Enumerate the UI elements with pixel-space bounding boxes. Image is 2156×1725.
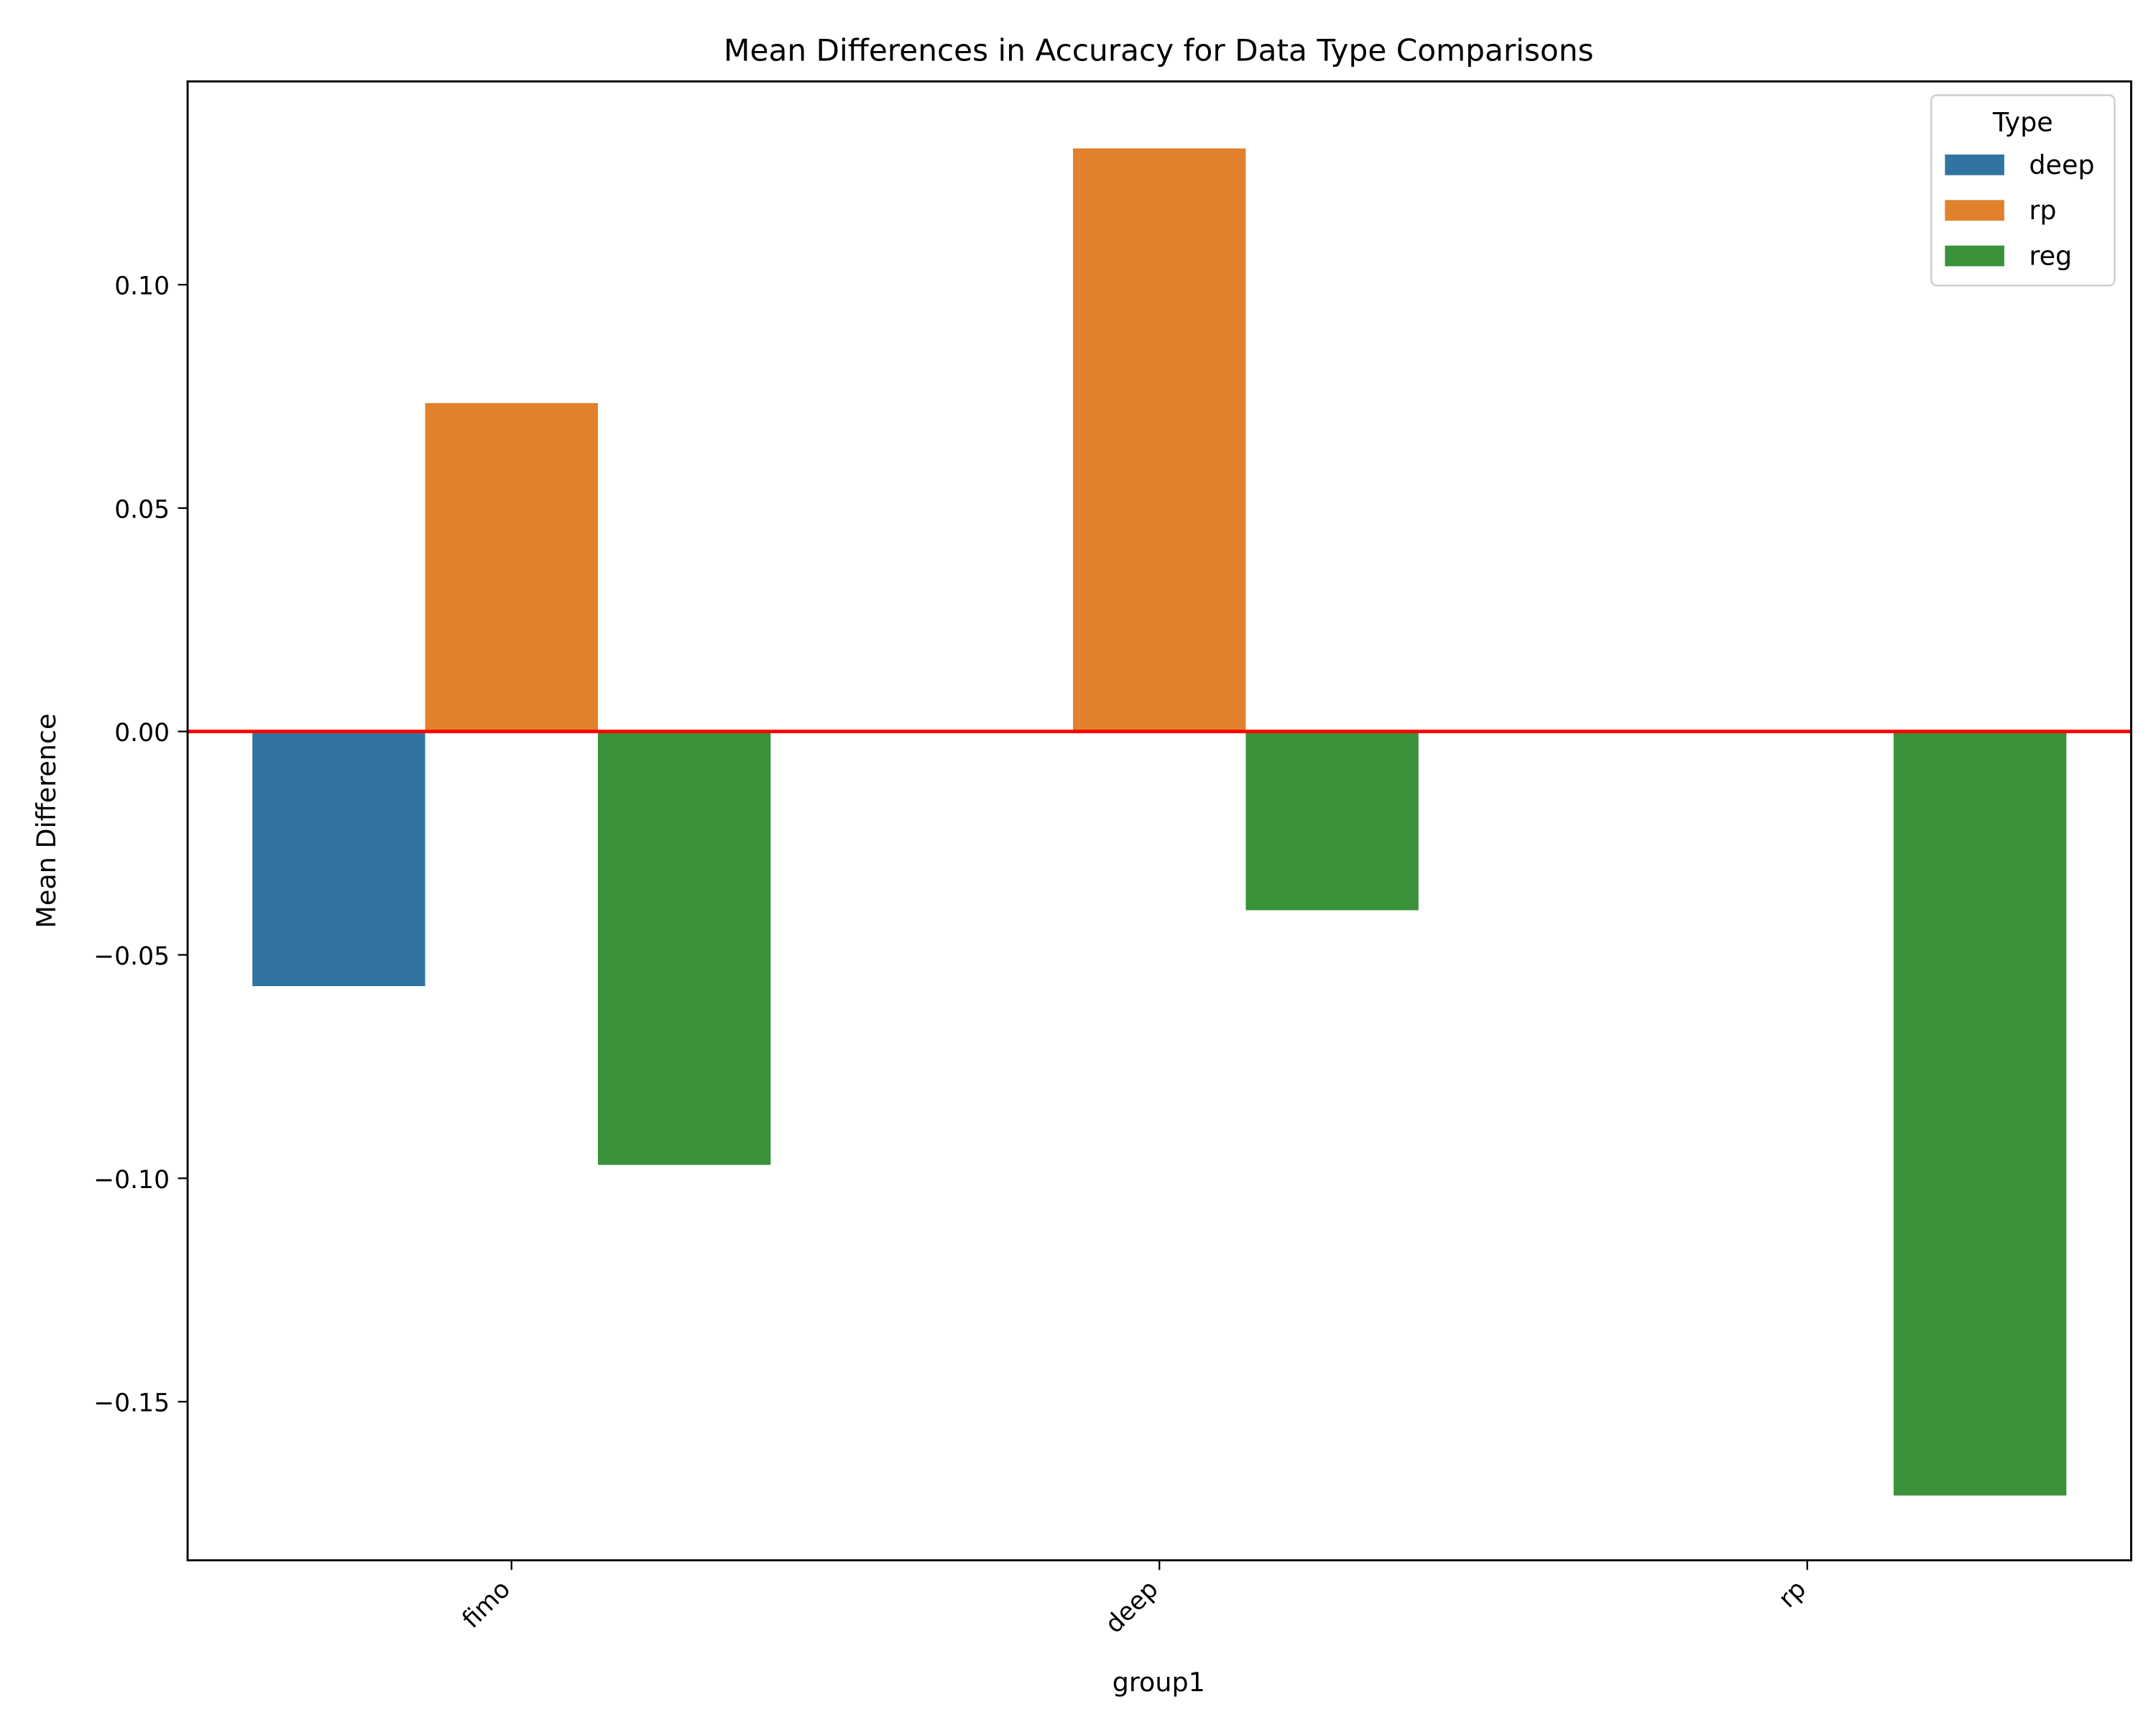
legend-box [1930,94,2116,287]
bar-reg-deep [1245,731,1419,911]
legend-swatch-reg [1945,245,2004,267]
y-tick-label: 0.00 [114,719,170,748]
y-axis-label: Mean Difference [31,714,62,929]
legend-label-deep: deep [2029,150,2094,180]
y-tick-label: −0.05 [93,942,170,971]
bar-deep-fimo [252,731,425,987]
y-tick-label: 0.10 [114,272,170,301]
bar-rp-fimo [425,402,598,732]
bar-rp-deep [1073,148,1246,732]
legend-swatch-rp [1945,200,2004,221]
bar-reg-fimo [597,731,771,1165]
bar-reg-rp [1893,731,2067,1496]
x-axis: fimo deep rp [457,1560,1812,1639]
legend-title: Type [1992,106,2053,137]
legend-label-rp: rp [2029,195,2056,226]
legend: Type deep rp reg [1930,94,2116,287]
y-tick-label: −0.10 [93,1166,170,1195]
y-axis: −0.15 −0.10 −0.05 0.00 0.05 0.10 [93,272,188,1418]
x-tick-label-deep: deep [1100,1575,1164,1639]
x-tick-label-fimo: fimo [457,1575,516,1634]
plot-area [188,148,2132,1496]
x-tick-label-rp: rp [1773,1575,1812,1614]
legend-swatch-deep [1945,154,2004,175]
x-axis-label: group1 [1112,1667,1205,1698]
legend-label-reg: reg [2029,241,2072,272]
y-tick-label: −0.15 [93,1389,170,1418]
y-tick-label: 0.05 [114,495,170,524]
chart-title: Mean Differences in Accuracy for Data Ty… [724,32,1593,68]
